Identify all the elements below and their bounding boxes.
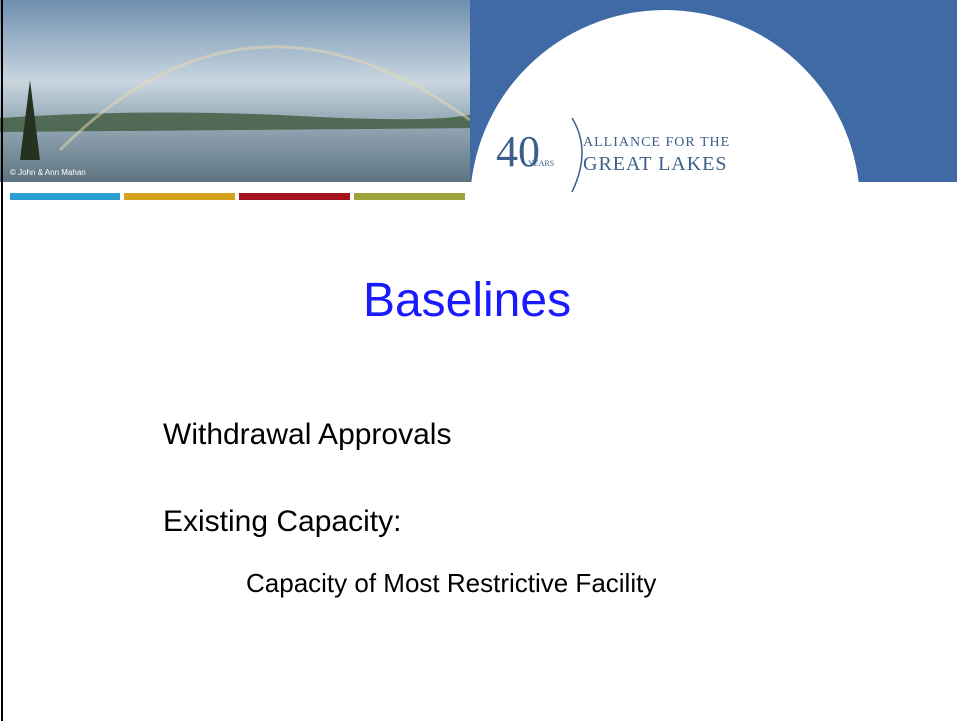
sub-bullet: Capacity of Most Restrictive Facility	[246, 568, 656, 598]
color-bar	[354, 193, 465, 200]
photo-credit: © John & Ann Mahan	[10, 168, 86, 177]
bullet: Existing Capacity:	[163, 505, 401, 538]
color-bar	[124, 193, 235, 200]
page: {"header": {"photo_credit": "© John & An…	[0, 0, 957, 721]
org-line2: GREAT LAKES	[583, 153, 728, 175]
photo	[0, 0, 480, 182]
slide-title: Baselines	[363, 274, 571, 327]
logo-dome	[470, 10, 860, 400]
logo-number: 40	[496, 127, 540, 176]
logo-years: YEARS	[528, 159, 554, 168]
org-line1: ALLIANCE FOR THE	[583, 135, 730, 150]
color-bar	[10, 193, 120, 200]
slide: © John & Ann Mahan 40 YEARS ALLIANCE FOR…	[0, 0, 957, 721]
color-bar	[239, 193, 350, 200]
color-bars	[10, 193, 465, 200]
bullet: Withdrawal Approvals	[163, 418, 451, 451]
